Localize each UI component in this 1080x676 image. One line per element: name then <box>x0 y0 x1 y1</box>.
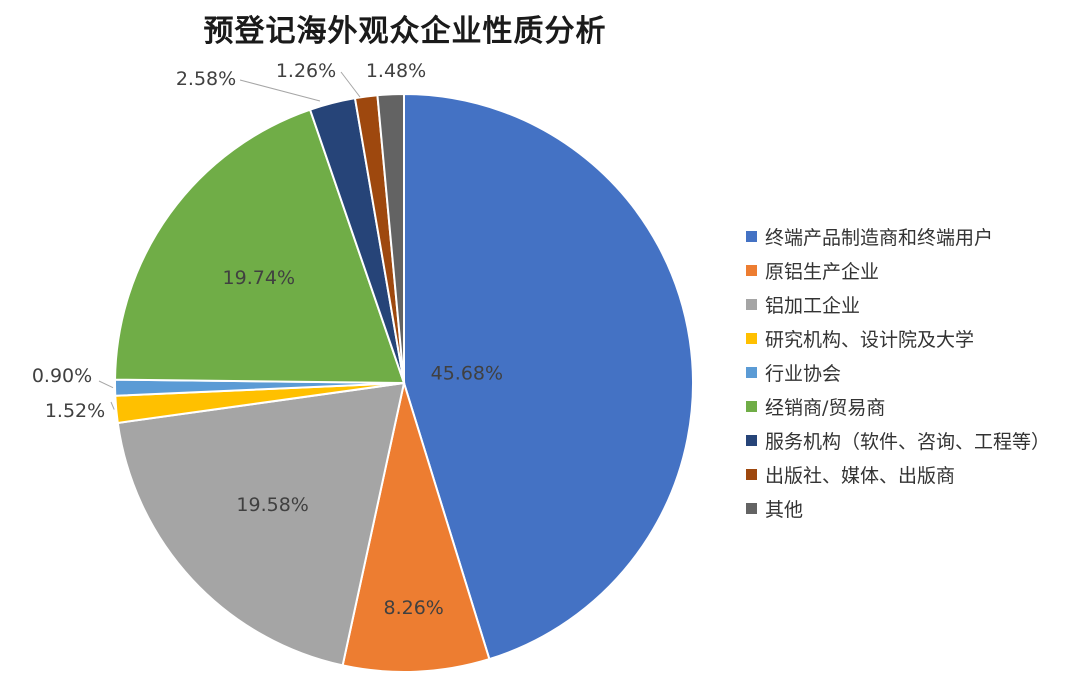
data-label-1: 45.68% <box>431 363 503 385</box>
legend-label: 原铝生产企业 <box>765 260 880 283</box>
leader-line-5 <box>98 380 114 389</box>
data-label-5: 0.90% <box>32 365 92 387</box>
chart-title: 预登记海外观众企业性质分析 <box>203 14 607 49</box>
pie-slice-1 <box>403 92 694 661</box>
leader-line-7 <box>239 79 321 102</box>
leader-line-4 <box>110 401 115 410</box>
legend-item-5: 行业协会 <box>746 355 1050 389</box>
pie-slice-3 <box>116 381 406 667</box>
data-label-7: 2.58% <box>176 68 236 90</box>
data-label-9: 1.48% <box>366 60 426 82</box>
data-label-3: 19.58% <box>236 494 308 516</box>
legend-swatch <box>746 230 757 242</box>
legend-item-6: 经销商/贸易商 <box>746 389 1050 423</box>
legend-label: 经销商/贸易商 <box>765 396 886 419</box>
legend-swatch <box>746 264 757 276</box>
legend-swatch <box>746 332 757 344</box>
data-label-2: 8.26% <box>383 597 443 619</box>
legend-swatch <box>746 468 757 480</box>
legend-label: 行业协会 <box>765 362 842 385</box>
legend-label: 研究机构、设计院及大学 <box>765 328 975 351</box>
legend-label: 其他 <box>765 498 804 521</box>
legend-item-4: 研究机构、设计院及大学 <box>746 321 1050 355</box>
legend-item-7: 服务机构（软件、咨询、工程等） <box>746 423 1050 457</box>
legend-item-1: 终端产品制造商和终端用户 <box>746 219 1050 253</box>
legend-item-2: 原铝生产企业 <box>746 253 1050 287</box>
data-labels: 45.68% 8.26% 19.58% 1.52% 0.90% 19.74% 2.58% 1.… <box>32 60 503 619</box>
data-label-6: 19.74% <box>223 267 295 289</box>
legend-label: 铝加工企业 <box>765 294 861 317</box>
data-label-4: 1.52% <box>45 400 105 422</box>
legend-label: 出版社、媒体、出版商 <box>765 464 956 487</box>
pie-slice-6 <box>114 108 406 385</box>
legend: 终端产品制造商和终端用户 原铝生产企业 铝加工企业研究机构、设计院及大学 行业协会经销… <box>746 219 1050 525</box>
data-label-8: 1.26% <box>276 60 336 82</box>
pie-slices <box>114 92 694 673</box>
pie-slice-9 <box>376 92 405 384</box>
legend-item-3: 铝加工企业 <box>746 287 1050 321</box>
legend-item-8: 出版社、媒体、出版商 <box>746 457 1050 491</box>
legend-swatch <box>746 298 757 310</box>
leader-line-8 <box>340 71 361 98</box>
leader-lines <box>98 71 361 410</box>
legend-item-9: 其他 <box>746 491 1050 525</box>
legend-swatch <box>746 502 757 514</box>
legend-swatch <box>746 434 757 446</box>
pie-slice-2 <box>341 379 491 673</box>
legend-swatch <box>746 400 757 412</box>
legend-label: 服务机构（软件、咨询、工程等） <box>765 430 1051 453</box>
legend-label: 终端产品制造商和终端用户 <box>765 226 994 249</box>
legend-swatch <box>746 366 757 378</box>
